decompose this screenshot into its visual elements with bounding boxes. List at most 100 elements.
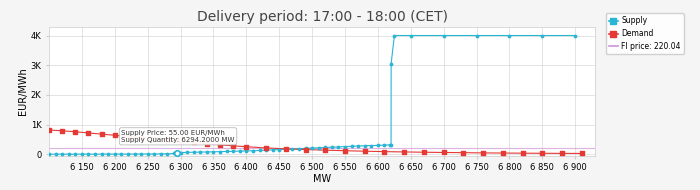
Point [43,128,55,131]
Point [359,150,370,153]
Point [221,150,232,153]
Point [504,34,515,37]
Point [188,151,199,154]
Point [556,152,568,155]
Point [280,147,291,150]
Point [162,139,173,142]
Point [313,146,324,149]
Point [419,151,430,154]
Point [122,153,134,156]
Point [340,145,351,148]
Point [103,153,114,156]
Point [405,34,416,37]
Point [148,137,160,140]
Point [379,144,390,147]
Point [83,131,94,135]
Point [389,34,400,37]
Point [260,146,272,150]
Point [287,147,298,150]
Point [169,152,180,155]
Point [438,34,449,37]
Point [353,144,364,147]
Point [438,151,449,154]
Point [228,144,239,147]
Point [385,143,396,146]
Point [267,148,279,151]
Point [136,136,147,139]
Point [129,153,140,156]
Point [260,149,272,152]
Point [576,152,587,155]
Point [346,145,357,148]
Point [96,153,107,156]
Point [202,142,213,145]
Point [50,153,61,156]
Point [379,150,390,153]
Point [116,153,127,156]
Y-axis label: EUR/MWh: EUR/MWh [18,67,28,115]
Point [326,146,337,149]
Point [497,151,508,154]
Point [234,150,246,153]
Point [214,143,225,146]
Point [386,62,397,65]
Point [181,151,193,154]
Point [148,152,160,155]
Point [162,152,173,155]
Point [57,153,68,156]
Point [458,151,469,154]
Point [70,130,81,133]
Point [214,150,225,153]
Point [471,34,482,37]
Point [398,150,409,154]
Point [300,148,312,151]
Point [320,146,331,149]
Point [155,152,167,155]
Point [70,153,81,156]
Point [63,153,74,156]
Point [365,144,377,147]
Point [293,147,304,150]
Point [280,148,291,151]
Point [90,153,101,156]
Point [195,150,206,154]
Point [537,152,548,155]
Point [83,153,94,156]
Point [570,34,581,37]
Point [122,135,134,138]
Point [517,152,528,155]
Point [537,34,548,37]
Point [228,150,239,153]
Point [188,141,199,144]
Point [477,151,489,154]
Legend: Supply, Demand, FI price: 220.04: Supply, Demand, FI price: 220.04 [606,13,684,54]
Point [109,153,120,156]
Point [340,149,351,152]
Point [241,145,252,148]
Point [247,149,258,152]
Point [241,149,252,152]
Point [96,133,107,136]
Point [109,134,120,137]
Point [332,145,344,148]
Text: Supply Price: 55.00 EUR/MWh
Supply Quantity: 6294.2000 MW: Supply Price: 55.00 EUR/MWh Supply Quant… [121,130,234,143]
Point [372,144,384,147]
Point [359,144,370,147]
Point [43,153,55,156]
Point [208,150,219,153]
Point [142,153,153,156]
Point [386,143,397,146]
Point [320,149,331,152]
Point [172,151,183,154]
Point [300,147,312,150]
Title: Delivery period: 17:00 - 18:00 (CET): Delivery period: 17:00 - 18:00 (CET) [197,10,447,24]
Point [175,151,186,154]
Point [274,148,285,151]
Point [136,153,147,156]
Point [202,150,213,154]
Point [57,129,68,132]
Point [254,149,265,152]
X-axis label: MW: MW [313,174,331,184]
Point [307,146,318,150]
Point [175,140,186,143]
